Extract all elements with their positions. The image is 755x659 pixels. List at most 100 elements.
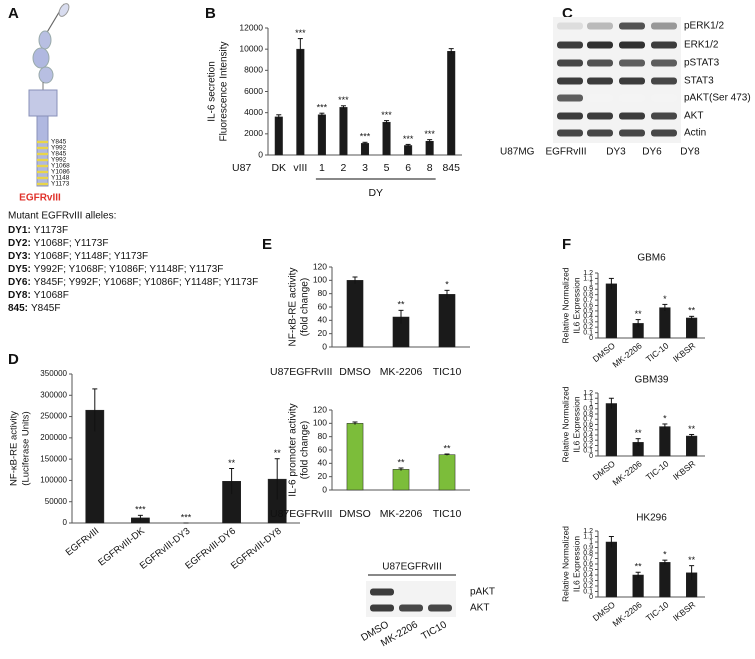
lane-label: DY6: [642, 147, 662, 158]
blot-band: [619, 22, 645, 30]
bar: [605, 541, 617, 598]
x-tick-label: IKBSR: [671, 340, 697, 364]
row-label: U87EGFRvIII: [270, 508, 332, 520]
error-bar: [448, 48, 454, 54]
x-tick-label: 5: [384, 162, 390, 174]
panel-label: E: [262, 236, 272, 253]
x-tick-label: TIC-10: [644, 599, 671, 623]
significance-label: ***: [360, 132, 371, 142]
y-tick-label: 250000: [40, 412, 67, 421]
y-axis-label: NF-κB-RE activity: [288, 268, 299, 347]
x-tick-label: MK-2206: [610, 340, 644, 369]
y-tick-label: 12000: [239, 22, 263, 32]
error-bar: [608, 277, 614, 290]
bar: [392, 469, 410, 491]
y-tick-label: 1.2: [583, 270, 593, 277]
allele-mutations: Y1173F: [34, 225, 68, 236]
y-tick-label: 0.1: [583, 448, 593, 455]
lane-label: TIC10: [420, 619, 449, 642]
y-axis-label: Relative Normalized: [560, 526, 570, 602]
blot-band: [587, 129, 613, 137]
band-label: STAT3: [684, 76, 714, 87]
allele-item: DY2: Y1068F; Y1173F: [8, 238, 108, 249]
y-tick-label: 0.4: [583, 313, 593, 320]
y-tick-label: 0.3: [583, 319, 593, 326]
blot-band: [557, 94, 583, 102]
lane-label: EGFRvIII: [545, 147, 586, 158]
bar: [686, 317, 698, 339]
x-tick-label: MK-2206: [380, 366, 423, 378]
bar: [339, 107, 348, 156]
y-tick-label: 8000: [244, 65, 263, 75]
panel-label: C: [562, 5, 573, 22]
band-label: pAKT(Ser 473): [684, 93, 751, 104]
bar: [346, 423, 364, 491]
bar: [605, 283, 617, 339]
blot-band: [619, 112, 645, 120]
allele-name: DY2:: [8, 238, 31, 249]
site-stripe: [37, 140, 48, 144]
allele-name: DY3:: [8, 251, 31, 262]
y-tick-label: 1: [589, 281, 593, 288]
site-stripe: [37, 170, 48, 174]
error-bar: [689, 433, 695, 438]
y-tick-label: 0.7: [583, 297, 593, 304]
bar: [447, 51, 456, 156]
site-label: Y845: [51, 139, 67, 146]
y-tick-label: 0.9: [583, 544, 593, 551]
error-bar: [352, 421, 358, 425]
blot-band: [619, 77, 645, 85]
allele-item: DY5: Y992F; Y1068F; Y1086F; Y1148F; Y1173…: [8, 264, 223, 275]
blot-band: [428, 604, 452, 612]
y-tick-label: 0.5: [583, 308, 593, 315]
error-bar: [352, 276, 358, 284]
significance-label: ***: [424, 129, 435, 139]
significance-label: ***: [295, 28, 306, 38]
x-tick-label: MK-2206: [610, 458, 644, 487]
y-axis-label: Relative Normalized: [560, 386, 570, 462]
site-label: Y1173: [51, 181, 70, 188]
blot: [366, 581, 456, 617]
allele-name: DY1:: [8, 225, 31, 236]
significance-label: *: [445, 280, 449, 290]
error-bar: [229, 468, 235, 495]
error-bar: [297, 38, 303, 60]
x-tick-label: IKBSR: [671, 458, 697, 482]
y-tick-label: 1: [589, 400, 593, 407]
row-label: U87EGFRvIII: [270, 366, 332, 378]
y-tick-label: 0: [589, 453, 593, 460]
bar: [605, 403, 617, 457]
y-tick-label: 100000: [40, 476, 67, 485]
site-stripe: [37, 182, 48, 186]
allele-mutations: Y1068F; Y1148F; Y1173F: [34, 251, 148, 262]
group-label: DY: [368, 187, 383, 199]
significance-label: *: [663, 550, 667, 560]
site-label: Y992: [51, 157, 67, 164]
x-tick-label: MK-2206: [610, 599, 644, 628]
error-bar: [689, 565, 695, 580]
y-tick-label: 100: [313, 275, 327, 285]
allele-mutations: Y1068F: [34, 290, 69, 301]
band-label: Actin: [684, 128, 706, 139]
y-tick-label: 0: [258, 149, 263, 159]
y-tick-label: 120: [313, 261, 327, 271]
significance-label: ***: [317, 103, 328, 113]
error-bar: [689, 315, 695, 320]
y-tick-label: 1.1: [583, 275, 593, 282]
error-bar: [444, 453, 450, 456]
blot-band: [651, 77, 677, 85]
lane-label: DY8: [680, 147, 700, 158]
row-label: U87: [232, 162, 251, 174]
band-label: pERK1/2: [684, 21, 724, 32]
significance-label: ***: [338, 95, 349, 105]
y-tick-label: 0.9: [583, 406, 593, 413]
y-axis-label: IL6 Expression: [571, 396, 581, 452]
bar: [438, 454, 456, 491]
y-tick-label: 0.9: [583, 286, 593, 293]
y-tick-label: 60: [318, 301, 328, 311]
error-bar: [662, 303, 668, 311]
y-tick-label: 0.3: [583, 437, 593, 444]
error-bar: [635, 319, 641, 328]
y-axis-label: Fluorescence Intensity: [219, 41, 230, 141]
